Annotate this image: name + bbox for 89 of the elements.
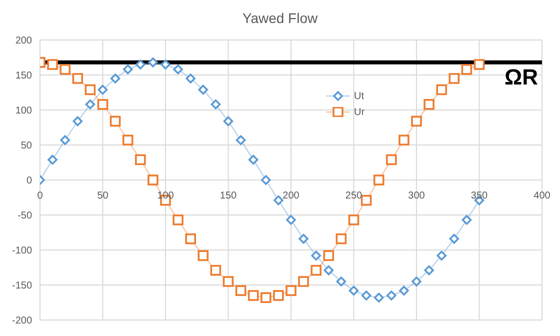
point (310, 264, 322, 276)
x-tick-label: 0 (37, 190, 44, 202)
point (424, 99, 434, 110)
point (424, 265, 434, 276)
point (186, 74, 196, 84)
point (448, 73, 460, 84)
point (398, 134, 410, 146)
point (248, 154, 258, 165)
x-tick-label: 50 (97, 190, 109, 202)
point (97, 99, 108, 110)
point (72, 116, 83, 126)
point (122, 64, 133, 74)
point (235, 285, 246, 296)
y-tick-label: 100 (15, 106, 32, 117)
y-tick-label: 200 (15, 36, 32, 47)
point (298, 276, 309, 287)
point (461, 64, 472, 75)
point (336, 233, 347, 244)
point (298, 234, 308, 244)
point (311, 250, 321, 260)
point (336, 276, 346, 286)
x-tick-label: 200 (282, 190, 300, 202)
x-tick-label: 150 (220, 190, 238, 202)
x-tick-label: 300 (408, 190, 426, 202)
point (273, 290, 284, 301)
point (222, 276, 234, 287)
point (348, 286, 359, 296)
point (386, 154, 397, 166)
y-tick-label: -50 (18, 210, 32, 222)
point (47, 59, 58, 70)
point (72, 73, 84, 84)
point (436, 250, 446, 260)
point (474, 59, 485, 70)
point (48, 154, 58, 165)
legend-label: Ur (354, 106, 365, 118)
point (286, 215, 296, 225)
y-tick-label: 150 (15, 70, 32, 82)
point (173, 64, 183, 74)
point (198, 84, 208, 95)
point (110, 116, 121, 127)
point (261, 175, 271, 185)
point (374, 292, 384, 302)
point (98, 84, 108, 95)
ref-line-label: ΩR (504, 64, 538, 90)
point (84, 84, 96, 96)
point (85, 100, 96, 110)
point (274, 195, 284, 206)
x-tick-label: 250 (345, 190, 363, 202)
point (135, 154, 146, 166)
point (373, 174, 384, 186)
y-tick-label: 50 (20, 140, 32, 152)
chart-title: Yawed Flow (241, 10, 319, 26)
point (122, 134, 134, 146)
point (110, 74, 120, 84)
point (260, 292, 272, 303)
point (360, 194, 372, 206)
point (223, 116, 234, 126)
x-tick-label: 400 (534, 190, 551, 202)
x-tick-label: 350 (470, 190, 488, 202)
point (60, 64, 70, 75)
point (60, 135, 70, 145)
point (436, 84, 447, 96)
point (148, 58, 158, 68)
point (323, 250, 334, 261)
point (248, 290, 259, 301)
point (324, 265, 334, 276)
point (449, 234, 460, 244)
point (286, 285, 296, 296)
point (386, 290, 396, 300)
point (172, 214, 184, 226)
point (411, 116, 422, 127)
point (136, 60, 146, 70)
point (160, 60, 170, 70)
point (399, 286, 409, 296)
point (361, 290, 372, 300)
legend-label: Ut (354, 90, 364, 102)
point (185, 233, 196, 244)
point (462, 215, 472, 225)
point (148, 174, 158, 186)
point (348, 214, 360, 226)
point (210, 264, 222, 276)
point (412, 276, 422, 286)
point (198, 250, 209, 261)
point (236, 135, 246, 145)
y-tick-label: -200 (12, 316, 32, 327)
y-tick-label: -100 (12, 246, 32, 257)
y-tick-label: 0 (26, 176, 32, 187)
y-tick-label: -150 (12, 280, 32, 292)
point (210, 100, 221, 110)
